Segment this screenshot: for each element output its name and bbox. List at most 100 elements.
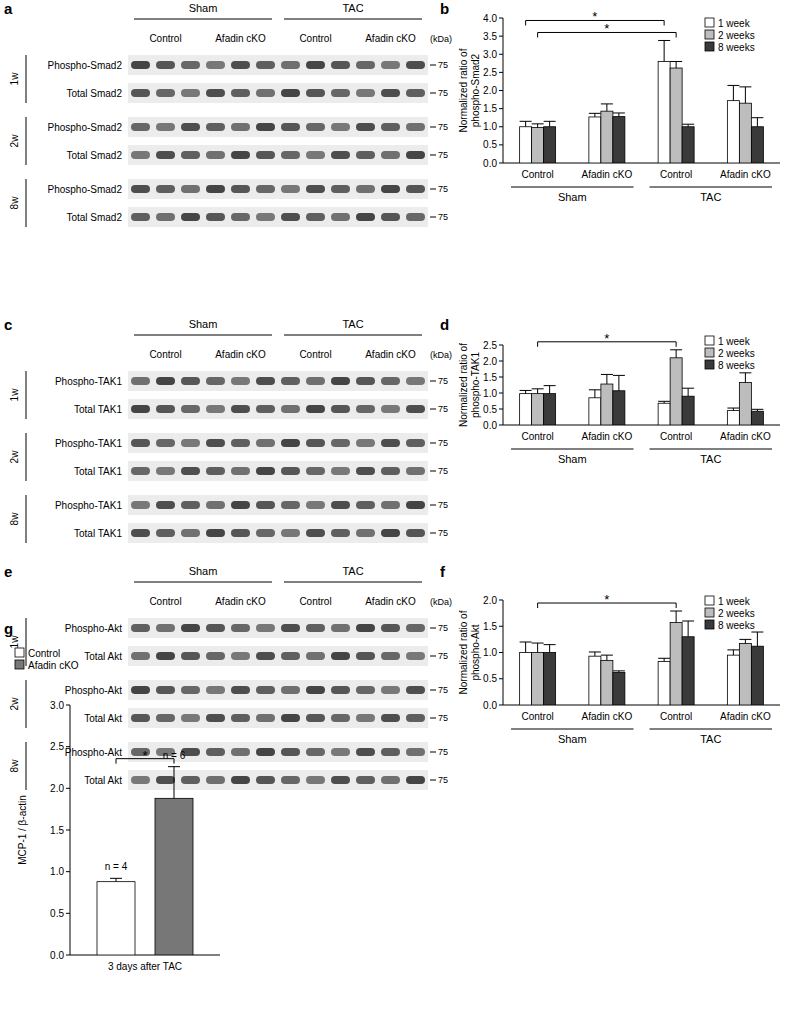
error-line [174,767,175,799]
y-tick-label: 0.5 [483,673,497,684]
blot-band [406,529,425,537]
blot-band [156,714,175,722]
blot-band [356,714,375,722]
bar [544,653,556,706]
y-tick-label: 1.0 [483,121,497,132]
plot-area [97,767,193,955]
marker-tick [430,780,436,781]
blot-band [256,501,275,509]
y-axis-label: Normalized ratio of [458,343,469,427]
blot-band [256,652,275,660]
significance-label: * [592,9,597,24]
legend-label: 1 week [718,18,751,29]
y-tick [499,108,503,109]
plot-area [520,40,764,163]
blot-band [181,89,200,97]
blot-strip [128,770,428,790]
blot-band [306,686,325,694]
group-line [650,449,773,450]
category-label: Afadin cKO [582,431,633,442]
blot-band [406,501,425,509]
blot-band [156,529,175,537]
band-label: Phospho-TAK1 [55,500,123,511]
blot-band [356,405,375,413]
blot-band [356,185,375,193]
time-bracket [26,179,27,227]
blot-band [181,714,200,722]
blot-band [406,61,425,69]
y-tick [499,361,503,362]
error-bar [727,85,739,100]
marker-label: 75 [438,466,448,476]
blot-band [231,151,250,159]
blot-band [306,377,325,385]
legend-swatch [15,660,24,669]
y-tick-label: 0.0 [50,950,64,961]
subgroup-label: Afadin cKO [215,349,266,360]
marker-tick [430,409,436,410]
bar [739,382,751,425]
error-cap [751,117,763,118]
blot-band [331,185,350,193]
blot-band [256,151,275,159]
marker-label: 75 [438,528,448,538]
blot-band [231,89,250,97]
blot-band [331,748,350,756]
error-line [525,642,526,653]
error-line [594,390,595,398]
blot-band [331,377,350,385]
y-tick [499,54,503,55]
blot-band [256,61,275,69]
group-line [511,187,634,188]
blot-band [381,213,400,221]
blot-band [131,529,150,537]
plot-area [520,350,764,425]
y-tick [499,393,503,394]
blot-band [206,377,225,385]
unit-label: (kDa) [430,597,452,607]
blot-band [156,501,175,509]
error-bar [670,350,682,358]
error-bar [601,374,613,384]
blot-band [231,185,250,193]
blot-band [231,405,250,413]
band-label: Phospho-Akt [65,623,122,634]
y-tick [499,90,503,91]
panel-letter: b [440,0,449,17]
blot-band [331,624,350,632]
error-bar [739,639,751,643]
blot-band [256,213,275,221]
blot-band [181,405,200,413]
bar [532,127,544,163]
y-tick-label: 2.0 [483,595,497,606]
blot-band [281,501,300,509]
error-bar [110,878,122,881]
bar [682,127,694,163]
error-cap [544,385,556,386]
blot-band [131,624,150,632]
blot-band [306,501,325,509]
group-label: Sham [189,2,218,14]
marker-tick [430,381,436,382]
blot-band [356,377,375,385]
bar [739,103,751,163]
error-bar [739,87,751,103]
blot-band [356,439,375,447]
error-line [606,104,607,111]
error-line [549,121,550,126]
blot-band [381,377,400,385]
error-cap [658,40,670,41]
error-bar [520,642,532,653]
error-bar [658,40,670,61]
blot-strip [128,495,428,515]
blot-band [181,652,200,660]
blot-band [281,714,300,722]
marker-tick [430,471,436,472]
y-tick-label: 2.0 [483,356,497,367]
blot-band [331,151,350,159]
blot-strip [128,399,428,419]
group-label: TAC [700,453,721,465]
blot-band [181,213,200,221]
category-label: Control [660,169,692,180]
y-tick [66,913,70,914]
